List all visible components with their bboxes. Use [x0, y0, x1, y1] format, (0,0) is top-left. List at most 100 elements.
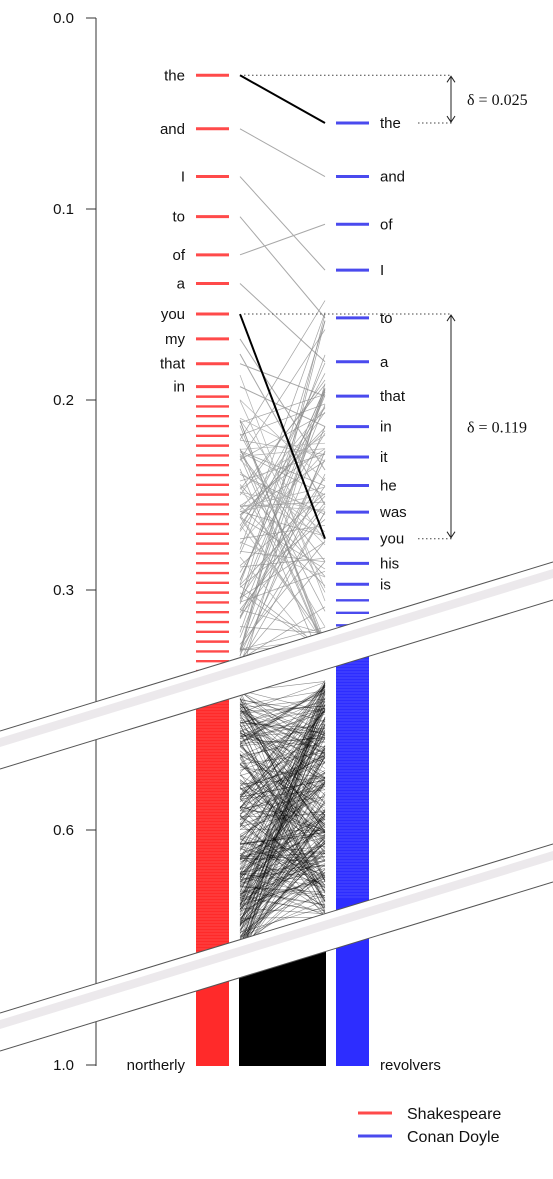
dense-connection-line — [239, 691, 326, 752]
dense-connection-line — [239, 758, 326, 892]
dense-connection-line — [239, 732, 326, 763]
dense-connection-line — [239, 886, 326, 893]
dense-connection-line — [239, 772, 326, 815]
dense-connection-line — [239, 711, 326, 754]
dense-connection-line — [239, 842, 326, 919]
dense-connection-line — [239, 694, 326, 944]
dense-connection-line — [239, 753, 326, 902]
axis-break-lower-edge — [0, 843, 553, 1014]
y-tick-label: 1.0 — [53, 1057, 74, 1074]
dense-connection-line — [239, 824, 326, 883]
dense-connection-line — [239, 808, 326, 921]
end-word-shakespeare: northerly — [127, 1057, 186, 1074]
axis-break-lower-edge — [0, 881, 553, 1052]
dense-connection-line — [239, 704, 326, 906]
rank-connection-line — [239, 557, 326, 568]
dense-connection-line — [239, 814, 326, 881]
dense-connection-line — [239, 710, 326, 893]
dense-connection-line — [239, 685, 326, 949]
highlighted-connections — [239, 74, 326, 540]
dense-connection-line — [239, 707, 326, 855]
dense-connection-line — [239, 836, 326, 877]
word-label-conan-doyle: he — [380, 478, 397, 495]
rank-connection-line — [239, 338, 326, 471]
dense-connection-line — [239, 833, 326, 904]
dense-connection-line — [239, 690, 326, 800]
dense-connection-line — [239, 682, 326, 828]
dense-connection-line — [239, 781, 326, 857]
dense-connection-line — [239, 764, 326, 806]
dense-connection-line — [239, 744, 326, 843]
dense-connection-line — [239, 729, 326, 778]
dense-connection-line — [239, 717, 326, 861]
word-label-shakespeare: of — [172, 247, 185, 264]
dense-connection-line — [239, 781, 326, 913]
dense-connection-line — [239, 822, 326, 889]
dense-connection-line — [239, 907, 326, 915]
dense-connection-line — [239, 840, 326, 931]
word-labels: the and Ito of a you my that in the and of Ito a that i… — [127, 67, 441, 1074]
dense-connection-line — [239, 709, 326, 769]
dense-connection-line — [239, 818, 326, 855]
dense-connection-line — [239, 777, 326, 851]
dense-connection-line — [239, 815, 326, 917]
y-tick-label: 0.3 — [53, 582, 74, 599]
dense-connection-line — [239, 807, 326, 886]
dense-connection-line — [239, 684, 326, 798]
dense-connection-line — [239, 816, 326, 875]
dense-connection-line — [239, 682, 326, 904]
dense-connection-line — [239, 781, 326, 959]
dense-connection-line — [239, 838, 326, 892]
rank-connection-line — [239, 473, 326, 656]
rank-connection-line — [239, 504, 326, 511]
dense-connection-line — [239, 698, 326, 709]
dense-connection-line — [239, 708, 326, 875]
dense-connection-line — [239, 855, 326, 880]
dense-connection-line — [239, 824, 326, 896]
dense-connection-line — [239, 701, 326, 802]
dense-connection-line — [239, 690, 326, 706]
dense-connection-line — [239, 830, 326, 858]
dense-connection-line — [239, 701, 326, 736]
dense-connection-line — [239, 859, 326, 884]
dense-connection-line — [239, 760, 326, 917]
dense-connection-line — [239, 865, 326, 873]
dense-connection-line — [239, 709, 326, 824]
dense-connection-line — [239, 749, 326, 776]
dense-connection-line — [239, 809, 326, 960]
dense-connection-line — [239, 856, 326, 859]
dense-connection-line — [239, 752, 326, 765]
dense-connection-line — [239, 713, 326, 780]
axis-break-upper-shade — [0, 569, 553, 747]
dense-connection-line — [239, 802, 326, 887]
dense-connection-line — [239, 821, 326, 910]
dense-connection-line — [239, 806, 326, 830]
dense-connection-line — [239, 746, 326, 949]
rank-connection-line — [239, 541, 326, 599]
axis-break-upper-edge — [0, 599, 553, 770]
rank-connection-line — [239, 468, 326, 669]
dense-connection-line — [239, 740, 326, 913]
rank-connection-line — [239, 442, 326, 450]
dense-connection-line — [239, 895, 326, 914]
dense-connection-line — [239, 831, 326, 870]
dense-connection-line — [239, 785, 326, 821]
dense-connection-line — [239, 733, 326, 894]
dense-connection-line — [239, 710, 326, 744]
dense-connection-line — [239, 754, 326, 911]
dense-connection-line — [239, 681, 326, 714]
dense-connection-line — [239, 756, 326, 910]
dense-connection-line — [239, 897, 326, 912]
rank-connection-lines — [239, 128, 326, 680]
legend: Shakespeare Conan Doyle — [358, 1106, 501, 1146]
dense-connection-line — [239, 837, 326, 859]
dense-connection-line — [239, 848, 326, 867]
dense-connection-line — [239, 698, 326, 813]
dense-connection-line — [239, 751, 326, 815]
rank-connection-line — [239, 453, 326, 482]
rank-connection-line — [239, 313, 326, 653]
dense-connection-line — [239, 777, 326, 877]
dense-connection-line — [239, 736, 326, 747]
dense-connection-line — [239, 855, 326, 912]
dense-connection-line — [239, 755, 326, 802]
